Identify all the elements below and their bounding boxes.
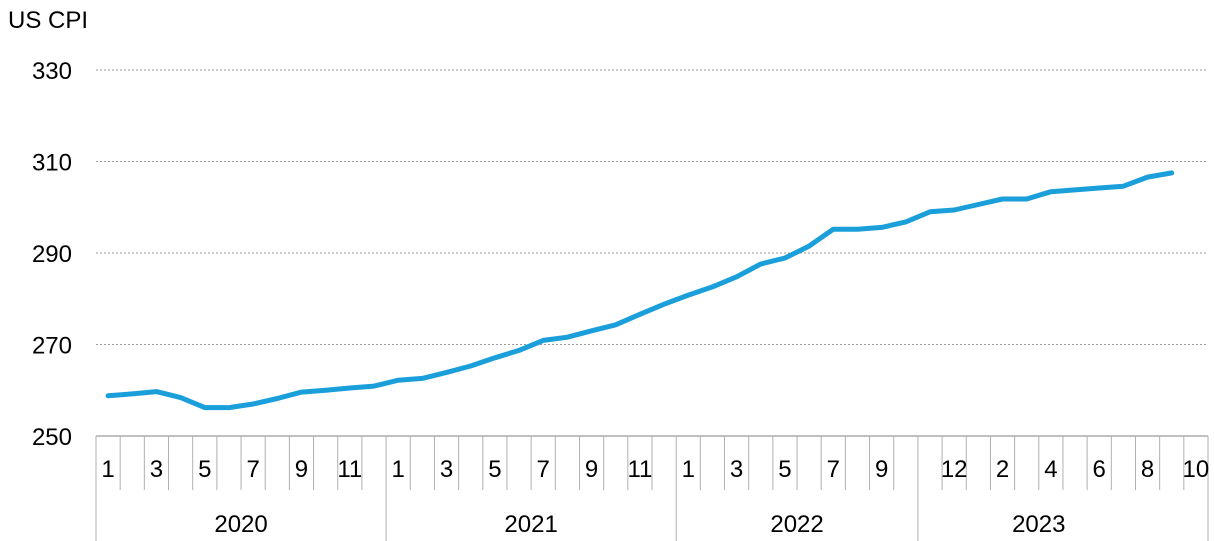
- x-year-label: 2022: [770, 511, 823, 538]
- x-month-label: 11: [627, 456, 652, 483]
- x-month-label: 3: [150, 456, 163, 483]
- x-year-label: 2023: [1012, 511, 1065, 538]
- x-month-label: 4: [1044, 456, 1057, 483]
- x-month-label: 6: [1093, 456, 1106, 483]
- x-month-label: 9: [295, 456, 308, 483]
- x-month-label: 9: [585, 456, 598, 483]
- x-month-label: 3: [730, 456, 743, 483]
- x-month-label: 3: [440, 456, 453, 483]
- x-year-label: 2021: [504, 511, 557, 538]
- x-month-label: 8: [1141, 456, 1154, 483]
- y-tick-label: 250: [32, 424, 72, 451]
- x-month-label: 11: [337, 456, 362, 483]
- y-tick-label: 330: [32, 58, 72, 85]
- x-month-label: 1: [682, 456, 695, 483]
- x-month-label: 10: [1183, 456, 1210, 483]
- y-tick-label: 310: [32, 150, 72, 177]
- y-tick-label: 290: [32, 241, 72, 268]
- x-month-label: 7: [246, 456, 259, 483]
- x-month-label: 1: [391, 456, 404, 483]
- x-month-label: 7: [537, 456, 550, 483]
- x-month-label: 5: [778, 456, 791, 483]
- chart-title: US CPI: [8, 7, 88, 34]
- x-month-label: 1: [101, 456, 114, 483]
- cpi-series-line: [105, 170, 1175, 411]
- x-month-label: 5: [198, 456, 211, 483]
- y-tick-label: 270: [32, 333, 72, 360]
- x-month-label: 5: [488, 456, 501, 483]
- y-axis: 250 270 290 310 330: [32, 58, 72, 451]
- plot-area: [105, 170, 1175, 411]
- x-month-label: 2: [996, 456, 1009, 483]
- x-month-label: 9: [875, 456, 888, 483]
- gridlines: [96, 69, 1208, 345]
- x-month-label: 12: [941, 456, 968, 483]
- x-year-label: 2020: [214, 511, 267, 538]
- x-month-label: 7: [827, 456, 840, 483]
